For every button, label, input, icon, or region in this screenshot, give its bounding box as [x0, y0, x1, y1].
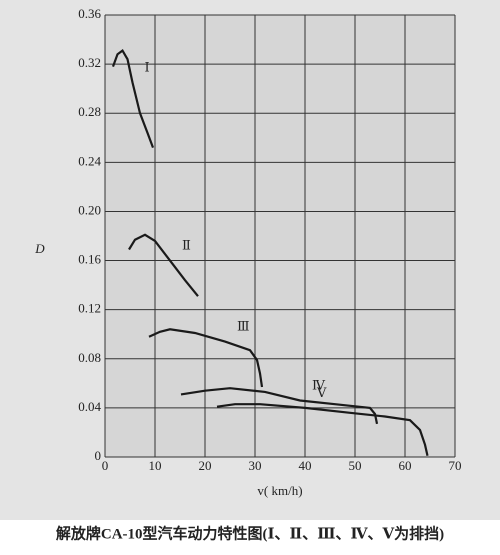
- y-tick-label: 0.12: [78, 301, 101, 316]
- line: [111, 48, 155, 148]
- x-tick-label: 40: [299, 458, 312, 473]
- y-tick-label: 0.20: [78, 202, 101, 217]
- line: [128, 233, 199, 297]
- series-label: Ⅱ: [182, 238, 191, 253]
- x-tick-label: 50: [349, 458, 362, 473]
- x-tick-label: 0: [102, 458, 109, 473]
- y-tick-label: 0.36: [78, 6, 101, 21]
- y-tick-label: 0.08: [78, 350, 101, 365]
- x-tick-label: 30: [249, 458, 262, 473]
- series-label: Ⅲ: [237, 319, 250, 334]
- plot-area: [105, 15, 455, 457]
- y-tick-label: 0.24: [78, 153, 101, 168]
- series-label: Ⅴ: [316, 385, 327, 400]
- caption: 解放牌CA-10型汽车动力特性图(Ⅰ、Ⅱ、Ⅲ、Ⅳ、Ⅴ为排挡): [56, 524, 444, 542]
- line: [148, 328, 264, 388]
- line: [216, 403, 429, 457]
- series-label: Ⅰ: [145, 60, 150, 75]
- y-tick-label: 0.04: [78, 399, 101, 414]
- x-tick-label: 20: [199, 458, 212, 473]
- y-tick-label: 0: [95, 448, 102, 463]
- x-tick-label: 70: [449, 458, 462, 473]
- y-tick-label: 0.32: [78, 55, 101, 70]
- y-axis-label: D: [34, 241, 45, 256]
- y-tick-label: 0.16: [78, 252, 101, 267]
- x-tick-label: 60: [399, 458, 412, 473]
- y-tick-label: 0.28: [78, 104, 101, 119]
- x-tick-label: 10: [149, 458, 162, 473]
- line: [180, 387, 379, 425]
- x-axis-label: v( km/h): [257, 483, 302, 498]
- series-label: Ⅳ: [312, 378, 326, 393]
